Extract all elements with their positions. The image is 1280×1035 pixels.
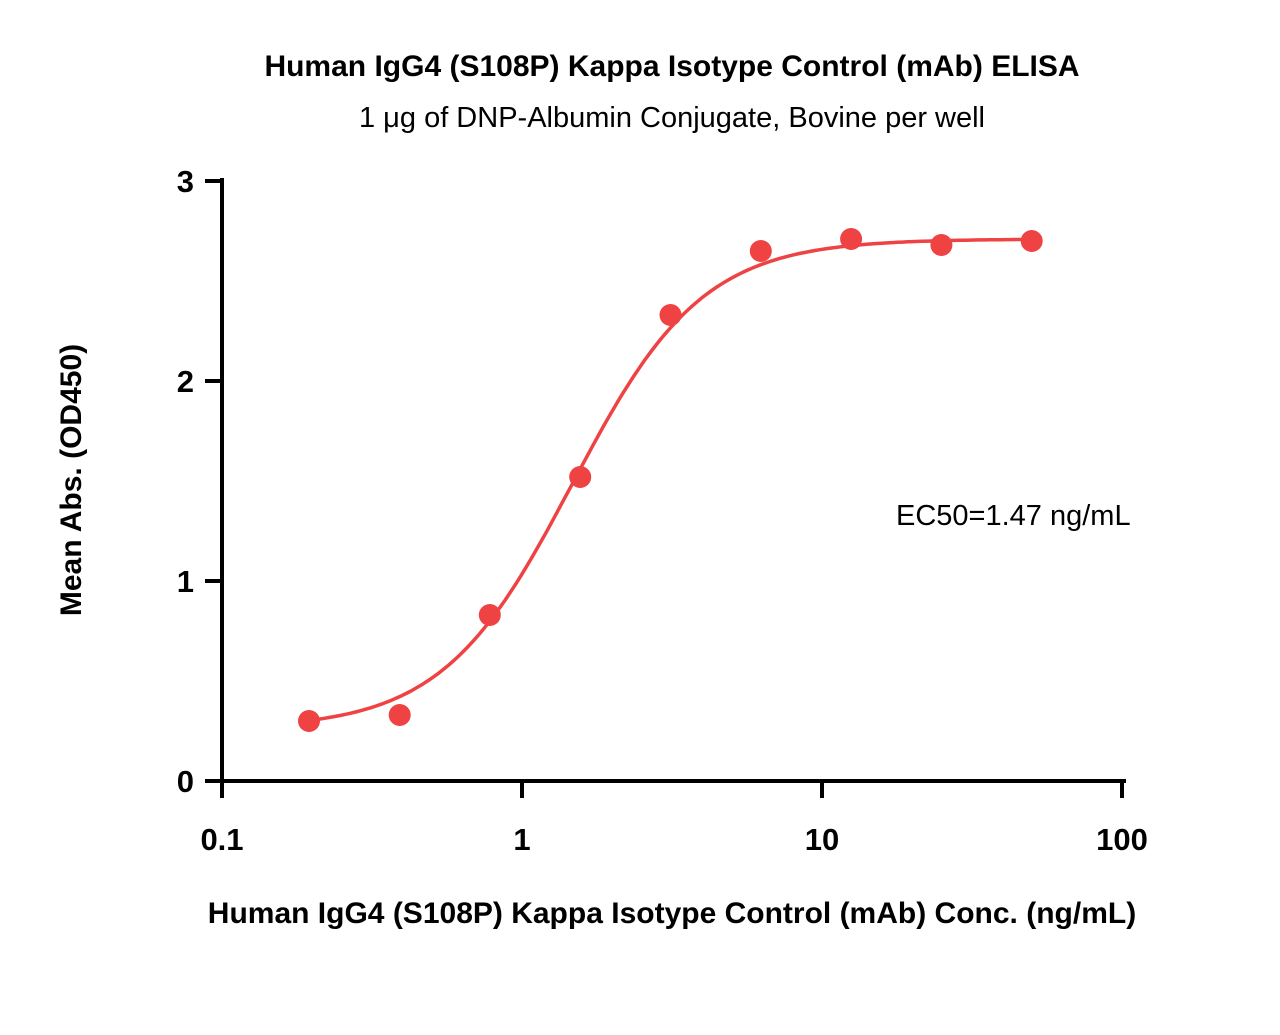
x-tick-label: 100 bbox=[1096, 822, 1148, 857]
x-axis-label: Human IgG4 (S108P) Kappa Isotype Control… bbox=[207, 897, 1137, 930]
data-point bbox=[478, 604, 501, 626]
fit-curve bbox=[308, 237, 1032, 723]
data-point bbox=[840, 228, 863, 250]
y-tick-label: 2 bbox=[177, 364, 194, 399]
ec50-annotation: EC50=1.47 ng/mL bbox=[896, 500, 1131, 532]
y-tick-label: 1 bbox=[177, 564, 194, 599]
data-point bbox=[388, 704, 411, 726]
x-tick-label: 0.1 bbox=[200, 822, 243, 857]
data-point bbox=[930, 234, 953, 256]
y-axis-label: Mean Abs. (OD450) bbox=[55, 343, 88, 617]
y-tick-label: 3 bbox=[177, 164, 194, 199]
data-point bbox=[298, 710, 320, 732]
data-point bbox=[749, 240, 772, 262]
chart-subtitle: 1 μg of DNP-Albumin Conjugate, Bovine pe… bbox=[358, 102, 986, 134]
chart-title: Human IgG4 (S108P) Kappa Isotype Control… bbox=[264, 50, 1080, 83]
data-point bbox=[569, 466, 592, 488]
axes bbox=[220, 178, 1126, 783]
x-tick-label: 1 bbox=[513, 822, 530, 857]
data-point bbox=[1020, 230, 1043, 252]
data-point bbox=[659, 304, 682, 326]
y-tick-label: 0 bbox=[177, 764, 194, 799]
x-tick-label: 10 bbox=[805, 822, 839, 857]
